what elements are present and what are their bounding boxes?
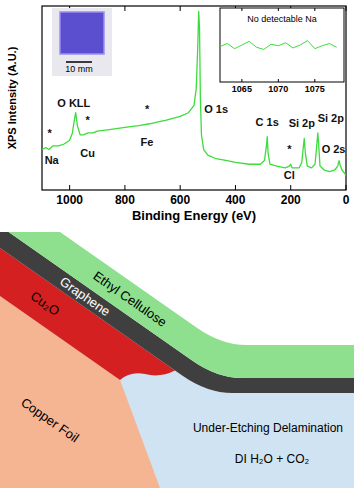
scale-bar-label: 10 mm bbox=[65, 64, 93, 74]
x-tick-label: 400 bbox=[225, 193, 245, 207]
peak-annotation: Si 2p bbox=[318, 112, 345, 124]
peak-annotation: O KLL bbox=[57, 97, 90, 109]
y-axis-title: XPS Intensity (A.U.) bbox=[6, 46, 18, 149]
peak-annotation: * bbox=[145, 103, 150, 115]
copper-foil-label: Copper Foil bbox=[18, 395, 82, 446]
x-tick-label: 200 bbox=[281, 193, 301, 207]
x-tick-label: 600 bbox=[170, 193, 190, 207]
peak-annotation: * bbox=[48, 127, 53, 139]
photo-background bbox=[52, 8, 112, 76]
x-tick bbox=[235, 185, 236, 190]
x-tick-top bbox=[278, 8, 279, 11]
x-tick bbox=[69, 185, 70, 190]
peak-annotation: Na bbox=[45, 154, 60, 166]
scale-bar bbox=[66, 61, 92, 63]
na-inset: 1065 1070 1075 No detectable Na bbox=[220, 8, 344, 94]
x-tick-label: 1000 bbox=[56, 193, 83, 207]
x-tick-label: 1075 bbox=[305, 84, 325, 94]
schematic bbox=[0, 232, 354, 488]
graphene-label: Graphene bbox=[57, 274, 113, 319]
x-tick-top bbox=[314, 8, 315, 11]
x-tick bbox=[346, 185, 347, 190]
x-tick bbox=[290, 185, 291, 190]
peak-annotation: Si 2p bbox=[289, 117, 316, 129]
ethyl-cellulose-layer bbox=[0, 232, 354, 378]
x-tick bbox=[241, 79, 242, 82]
x-tick-top bbox=[124, 6, 125, 11]
peak-annotation: Cl bbox=[284, 169, 295, 181]
x-tick bbox=[278, 79, 279, 82]
x-tick-label: 1065 bbox=[232, 84, 252, 94]
x-tick-label: 0 bbox=[343, 193, 350, 207]
x-tick-top bbox=[241, 8, 242, 11]
photo-inset: 10 mm bbox=[52, 8, 112, 76]
figure: 1000 800 600 400 200 0 Binding Energy (eV) XPS … bbox=[0, 0, 354, 488]
peak-annotation: O 2s bbox=[322, 143, 346, 155]
x-tick bbox=[180, 185, 181, 190]
x-axis-title: Binding Energy (eV) bbox=[132, 208, 256, 223]
peak-annotation: O 1s bbox=[204, 103, 228, 115]
x-tick bbox=[314, 79, 315, 82]
x-tick-label: 800 bbox=[115, 193, 135, 207]
xps-chart: 1000 800 600 400 200 0 Binding Energy (eV) XPS … bbox=[6, 6, 350, 223]
solution-label: DI H₂O + CO₂ bbox=[235, 452, 310, 466]
x-tick-top bbox=[346, 6, 347, 11]
x-tick bbox=[124, 185, 125, 190]
data-group bbox=[220, 41, 337, 50]
peak-annotation: * bbox=[85, 114, 90, 126]
x-tick-label: 1070 bbox=[268, 84, 288, 94]
spectrum-line bbox=[220, 41, 337, 50]
x-tick-top bbox=[180, 6, 181, 11]
plot-frame bbox=[220, 8, 344, 82]
peak-annotation: Fe bbox=[141, 136, 154, 148]
plot-frame bbox=[42, 6, 346, 190]
peak-annotation: * bbox=[287, 143, 292, 155]
inset-title: No detectable Na bbox=[247, 14, 317, 24]
peak-annotation: C 1s bbox=[256, 116, 279, 128]
peak-annotation: Cu bbox=[80, 147, 95, 159]
sample-square bbox=[60, 12, 104, 54]
delamination-label: Under-Etching Delamination bbox=[193, 421, 343, 435]
cu2o-label: Cu₂O bbox=[28, 288, 63, 319]
